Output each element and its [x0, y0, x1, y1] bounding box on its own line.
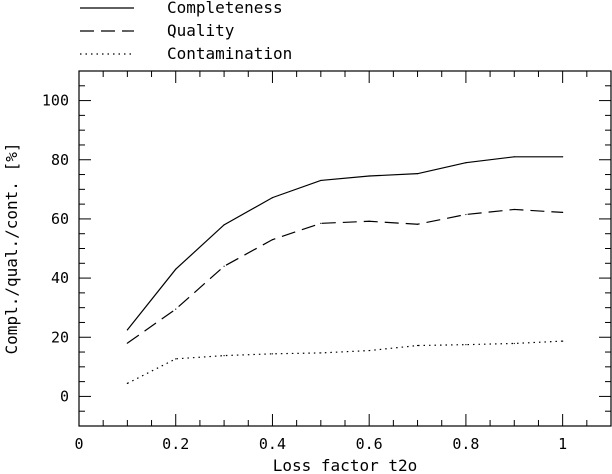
data-point-contamination: [513, 342, 515, 345]
data-point-completeness: [416, 173, 419, 175]
y-tick-label: 40: [51, 269, 69, 287]
data-point-contamination: [320, 352, 322, 354]
y-tick-label: 100: [42, 92, 69, 110]
data-point-contamination: [126, 382, 128, 384]
data-point-quality: [368, 220, 370, 222]
series-line-contamination: [127, 340, 563, 384]
x-tick-label: 0: [74, 435, 83, 453]
plot-frame: [78, 70, 612, 427]
data-point-contamination: [368, 349, 370, 352]
data-point-quality: [175, 308, 177, 310]
axis-ticks: [78, 70, 612, 427]
tick-labels: 0 0.2 0.4 0.6 0.8 1 0 20 40 60 80 100: [42, 92, 567, 453]
x-tick-label: 1: [558, 435, 567, 453]
data-point-completeness: [320, 179, 322, 182]
y-tick-label: 20: [51, 328, 69, 346]
series-line-quality: [127, 208, 563, 344]
data-point-contamination: [271, 353, 274, 355]
y-axis-label: Compl./qual./cont. [%]: [2, 143, 21, 355]
data-point-completeness: [368, 175, 370, 177]
legend: Completeness Quality Contamination: [80, 0, 292, 63]
data-point-contamination: [223, 354, 225, 357]
data-point-quality: [416, 223, 419, 225]
legend-label-contamination: Contamination: [167, 44, 292, 63]
data-point-completeness: [126, 329, 128, 331]
legend-label-completeness: Completeness: [167, 0, 283, 17]
data-point-completeness: [465, 162, 467, 164]
x-tick-label: 0.4: [259, 435, 286, 453]
x-tick-label: 0.2: [162, 435, 189, 453]
series-line-completeness: [126, 156, 563, 331]
y-tick-label: 60: [51, 210, 69, 228]
data-point-quality: [271, 239, 274, 241]
data-point-quality: [513, 208, 515, 211]
data-point-completeness: [271, 197, 274, 199]
data-point-completeness: [223, 224, 225, 226]
data-point-quality: [562, 211, 564, 214]
data-point-quality: [320, 222, 322, 224]
x-tick-label: 0.6: [356, 435, 383, 453]
data-point-contamination: [416, 344, 419, 347]
data-point-completeness: [175, 268, 177, 270]
y-tick-label: 80: [51, 151, 69, 169]
series-group: [126, 156, 564, 384]
data-point-quality: [126, 342, 128, 344]
x-tick-label: 0.8: [452, 435, 479, 453]
data-point-contamination: [465, 344, 467, 346]
data-point-completeness: [562, 156, 564, 158]
data-point-quality: [223, 265, 225, 267]
data-point-completeness: [513, 156, 515, 158]
x-axis-label: Loss factor t2o: [273, 456, 418, 474]
y-tick-label: 0: [60, 387, 69, 405]
data-point-contamination: [175, 358, 177, 360]
data-point-contamination: [562, 340, 564, 342]
legend-label-quality: Quality: [167, 21, 235, 40]
data-point-quality: [465, 213, 467, 216]
